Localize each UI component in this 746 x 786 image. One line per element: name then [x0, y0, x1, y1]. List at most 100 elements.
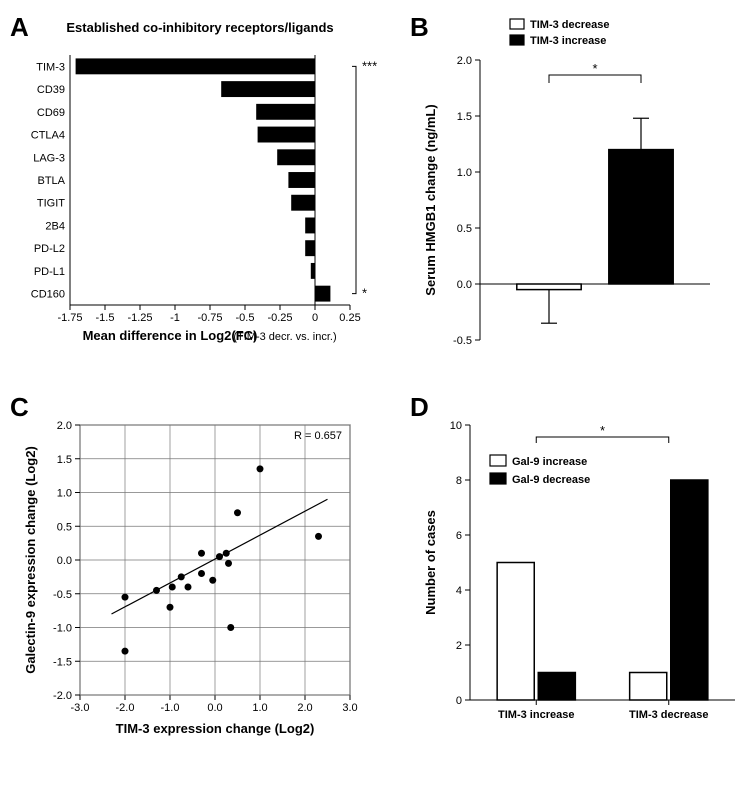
- x-tick-label: 1.0: [252, 702, 267, 714]
- y-tick-label: 0.5: [57, 521, 72, 533]
- x-tick-label: -0.75: [197, 312, 222, 324]
- legend-label: TIM-3 increase: [530, 35, 606, 47]
- x-tick-label: -1.75: [57, 312, 82, 324]
- bar: [630, 673, 667, 701]
- sig-marker: *: [362, 286, 367, 301]
- bar: [288, 172, 315, 188]
- bar: [256, 104, 315, 120]
- y-tick-label: 1.0: [457, 167, 472, 179]
- y-tick-label: 2.0: [57, 420, 72, 432]
- scatter-point: [198, 570, 205, 577]
- trend-line: [112, 499, 328, 614]
- bar: [76, 58, 315, 74]
- bar: [315, 286, 330, 302]
- bar: [221, 81, 315, 97]
- panel-label-d: D: [410, 392, 429, 422]
- y-tick-label: TIM-3: [36, 61, 65, 73]
- panel-a: AEstablished co-inhibitory receptors/lig…: [10, 10, 390, 360]
- y-tick-label: CD39: [37, 84, 65, 96]
- panel-label-b: B: [410, 12, 429, 42]
- panel-d: D 0 2 4 6 8 10 Number of cases Gal-9 increase Gal…: [410, 390, 746, 750]
- bar: [305, 240, 315, 256]
- sig-marker: ***: [362, 58, 377, 73]
- y-tick-label: 1.5: [457, 111, 472, 123]
- x-tick-label: -1: [170, 312, 180, 324]
- y-tick-label: LAG-3: [33, 152, 65, 164]
- legend-label: Gal-9 increase: [512, 456, 587, 468]
- legend-label: TIM-3 decrease: [530, 19, 609, 31]
- scatter-point: [234, 509, 241, 516]
- x-tick-label: 2.0: [297, 702, 312, 714]
- chart-c: C-3.0-2.0-1.00.01.02.03.0-2.0-1.5-1.0-0.…: [10, 390, 370, 750]
- x-tick-label: -2.0: [116, 702, 135, 714]
- bar: [277, 149, 315, 165]
- y-tick-label: 0: [456, 695, 462, 707]
- bar: [671, 480, 708, 700]
- x-axis-title: Mean difference in Log2(FC): [83, 328, 258, 343]
- x-axis-sub: (TIM-3 decr. vs. incr.): [233, 331, 336, 343]
- chart-b: B -0.5 0.0 0.5 1.0 1.5 2.0 Serum HMGB1 change (…: [410, 10, 730, 360]
- y-tick-label: TIGIT: [37, 198, 65, 210]
- scatter-point: [169, 584, 176, 591]
- panel-label-c: C: [10, 392, 29, 422]
- bar: [497, 563, 534, 701]
- y-tick-label: 2B4: [45, 220, 65, 232]
- y-tick-label: -1.5: [53, 656, 72, 668]
- bar: [609, 150, 673, 284]
- x-tick-label: -1.5: [96, 312, 115, 324]
- x-tick-label: -3.0: [71, 702, 90, 714]
- y-tick-label: CD160: [31, 289, 65, 301]
- y-tick-label: CTLA4: [31, 130, 65, 142]
- legend-label: Gal-9 decrease: [512, 474, 590, 486]
- x-tick-label: -0.25: [267, 312, 292, 324]
- x-tick-label: 0.25: [339, 312, 360, 324]
- bar: [517, 284, 581, 290]
- x-axis-title: TIM-3 expression change (Log2): [116, 721, 315, 736]
- x-tick-label: 3.0: [342, 702, 357, 714]
- scatter-point: [185, 584, 192, 591]
- scatter-point: [122, 594, 129, 601]
- scatter-point: [122, 648, 129, 655]
- bar: [291, 195, 315, 211]
- y-tick-label: 0.0: [57, 555, 72, 567]
- y-tick-label: -0.5: [453, 335, 472, 347]
- chart-a: AEstablished co-inhibitory receptors/lig…: [10, 10, 390, 360]
- scatter-point: [198, 550, 205, 557]
- y-tick-label: 1.0: [57, 488, 72, 500]
- y-tick-label: 8: [456, 475, 462, 487]
- chart-d: D 0 2 4 6 8 10 Number of cases Gal-9 increase Gal…: [410, 390, 746, 750]
- scatter-point: [167, 604, 174, 611]
- sig-marker: *: [600, 423, 605, 438]
- x-tick-label: -1.25: [127, 312, 152, 324]
- scatter-point: [315, 533, 322, 540]
- r-value: R = 0.657: [294, 430, 342, 442]
- y-axis-title: Number of cases: [423, 510, 438, 615]
- scatter-point: [227, 624, 234, 631]
- y-tick-label: 6: [456, 530, 462, 542]
- panel-label-a: A: [10, 12, 29, 42]
- y-tick-label: -0.5: [53, 589, 72, 601]
- y-tick-label: CD69: [37, 107, 65, 119]
- sig-marker: *: [592, 61, 597, 76]
- y-tick-label: PD-L2: [34, 243, 65, 255]
- bar: [258, 127, 315, 143]
- y-tick-label: 10: [450, 420, 462, 432]
- panel-c: C-3.0-2.0-1.00.01.02.03.0-2.0-1.5-1.0-0.…: [10, 390, 390, 750]
- y-tick-label: 0.5: [457, 223, 472, 235]
- bar: [305, 218, 315, 234]
- x-group-label: TIM-3 decrease: [629, 709, 708, 721]
- x-tick-label: -0.5: [236, 312, 255, 324]
- y-axis-title: Galectin-9 expression change (Log2): [23, 446, 38, 674]
- panel-b: B -0.5 0.0 0.5 1.0 1.5 2.0 Serum HMGB1 change (…: [410, 10, 746, 360]
- bar: [538, 673, 575, 701]
- x-group-label: TIM-3 increase: [498, 709, 574, 721]
- y-axis-title: Serum HMGB1 change (ng/mL): [423, 104, 438, 295]
- y-tick-label: 2: [456, 640, 462, 652]
- x-tick-label: 0.0: [207, 702, 222, 714]
- y-tick-label: 4: [456, 585, 462, 597]
- x-tick-label: -1.0: [161, 702, 180, 714]
- y-tick-label: -2.0: [53, 690, 72, 702]
- y-tick-label: 0.0: [457, 279, 472, 291]
- scatter-point: [225, 560, 232, 567]
- y-tick-label: 2.0: [457, 55, 472, 67]
